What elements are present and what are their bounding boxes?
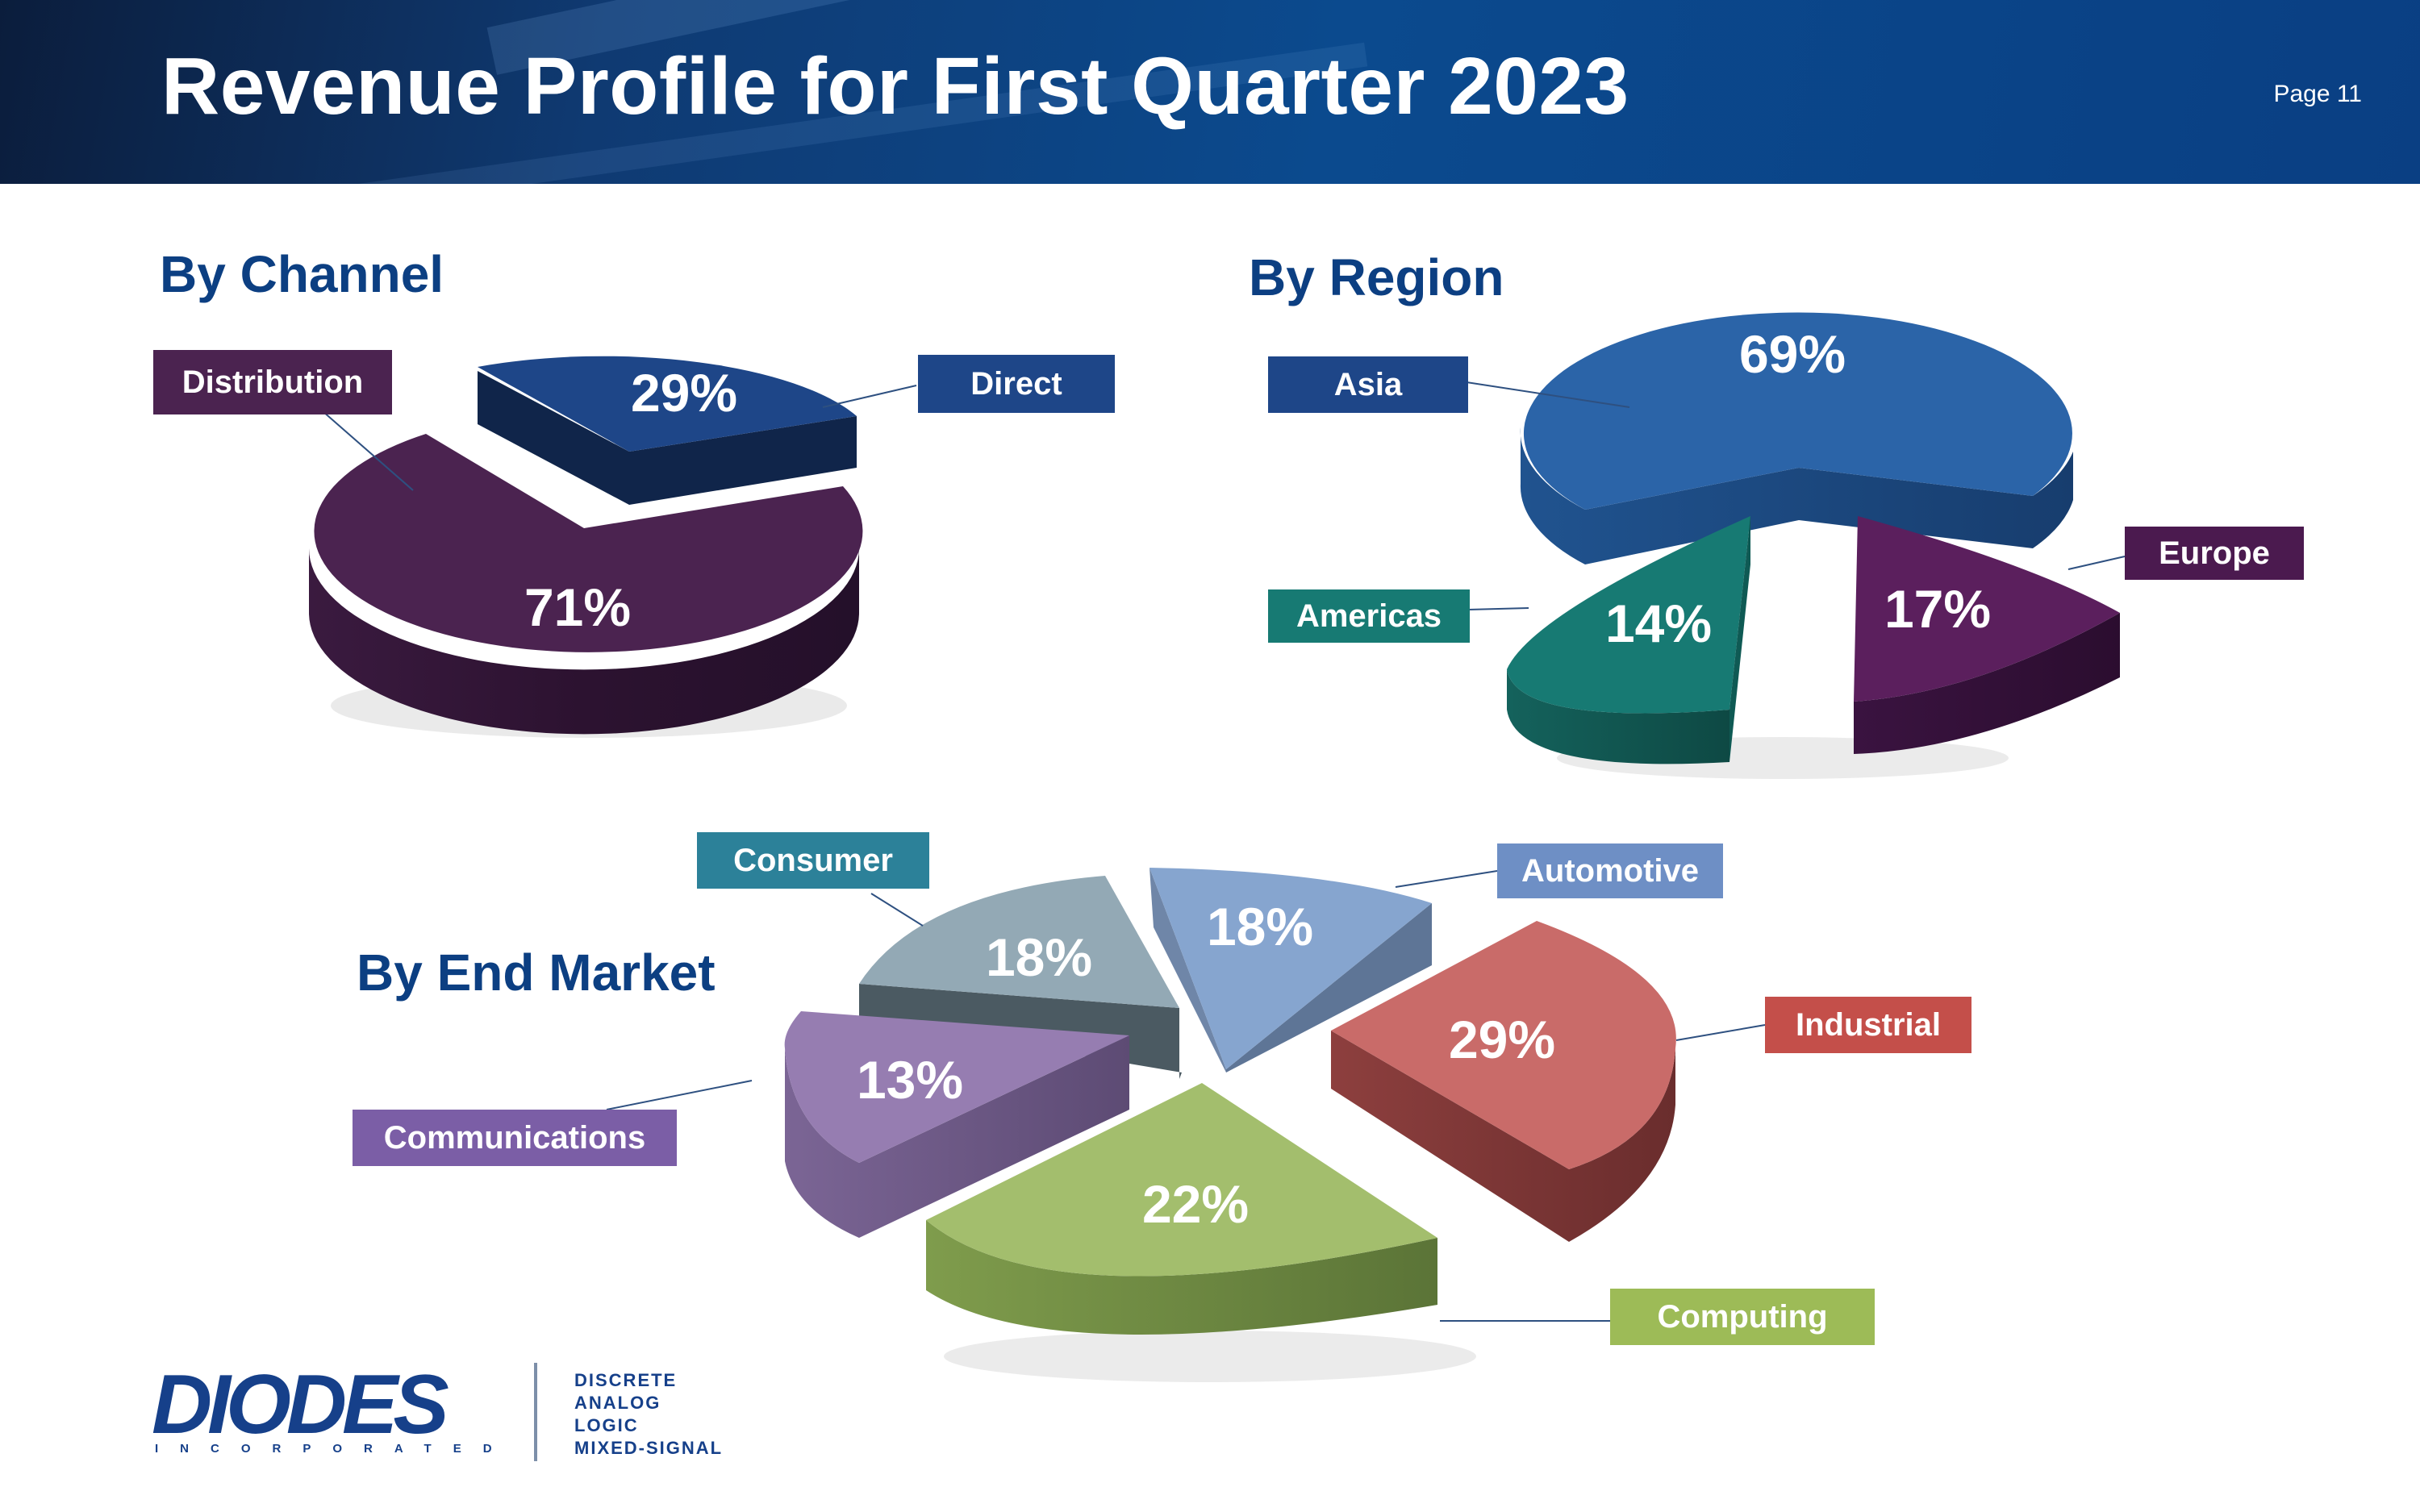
market-chart-title: By End Market xyxy=(357,943,716,1002)
pie-label-americas: 14% xyxy=(1605,594,1712,653)
region-pie xyxy=(1507,312,2120,764)
pie-slice-americas xyxy=(1507,516,1750,714)
pie-slice-computing xyxy=(926,1083,1437,1277)
leader-line-communications xyxy=(606,1080,753,1110)
pie-label-computing: 22% xyxy=(1142,1174,1249,1234)
pie-slice-distribution-side xyxy=(309,548,859,735)
logo-tagline: DISCRETE ANALOG LOGIC MIXED-SIGNAL xyxy=(574,1369,723,1460)
pie-label-automotive: 18% xyxy=(1207,897,1313,956)
market-pie xyxy=(784,868,1676,1335)
leader-line-americas xyxy=(1467,607,1529,610)
leader-line-automotive xyxy=(1395,870,1498,888)
pie-slice-consumer xyxy=(859,876,1179,1008)
channel-pie xyxy=(309,356,863,735)
label-direct: Direct xyxy=(918,355,1115,413)
pie-label-asia: 69% xyxy=(1739,324,1846,384)
header-banner: Revenue Profile for First Quarter 2023 P… xyxy=(0,0,2420,184)
pie-label-communications: 13% xyxy=(857,1050,963,1110)
page-title: Revenue Profile for First Quarter 2023 xyxy=(161,41,1629,131)
channel-chart-title: By Channel xyxy=(160,245,444,303)
logo-wordmark: DIODES xyxy=(152,1358,449,1452)
pie-shadow xyxy=(944,1331,1476,1382)
pie-slice-communications-side xyxy=(785,1035,1129,1238)
pie-slice-industrial xyxy=(1331,921,1676,1169)
diodes-logo: DIODES INCORPORATED xyxy=(152,1358,492,1460)
pie-slice-automotive-side xyxy=(1226,903,1432,1073)
pie-label-distribution: 71% xyxy=(524,577,631,637)
tagline-line: ANALOG xyxy=(574,1393,661,1413)
leader-line-direct xyxy=(822,385,917,408)
tagline-line: LOGIC xyxy=(574,1415,639,1435)
label-americas: Americas xyxy=(1268,589,1470,643)
tagline-line: DISCRETE xyxy=(574,1370,678,1390)
pie-slice-europe xyxy=(1854,516,2120,702)
pie-slice-industrial-side xyxy=(1331,1031,1675,1242)
label-automotive: Automotive xyxy=(1497,843,1723,898)
region-chart-title: By Region xyxy=(1249,248,1504,306)
leader-line-europe xyxy=(2067,556,2126,570)
page-number: Page 11 xyxy=(2273,81,2362,107)
label-europe: Europe xyxy=(2125,527,2304,580)
leader-line-distribution xyxy=(322,410,414,491)
pie-slice-direct-side xyxy=(478,371,857,505)
pie-slice-asia xyxy=(1523,312,2072,510)
leader-line-asia xyxy=(1466,381,1630,408)
leader-line-industrial xyxy=(1675,1024,1766,1041)
label-consumer: Consumer xyxy=(697,832,929,889)
label-distribution: Distribution xyxy=(153,350,392,414)
label-communications: Communications xyxy=(353,1110,677,1166)
label-industrial: Industrial xyxy=(1765,997,1971,1053)
pie-slice-asia-side xyxy=(1520,427,2073,564)
logo-subtitle: INCORPORATED xyxy=(155,1442,514,1456)
pie-slice-distribution xyxy=(314,434,863,652)
pie-label-industrial: 29% xyxy=(1449,1010,1555,1069)
pie-label-europe: 17% xyxy=(1884,579,1991,639)
pie-slice-automotive-edge xyxy=(1150,868,1226,1073)
pie-slice-americas-edge xyxy=(1729,516,1750,762)
leader-line-consumer xyxy=(870,893,924,927)
pie-label-direct: 29% xyxy=(631,363,737,423)
label-asia: Asia xyxy=(1268,356,1468,413)
pie-slice-communications xyxy=(784,1011,1129,1163)
pie-slice-computing-side xyxy=(926,1220,1437,1335)
pie-slice-europe-side xyxy=(1854,613,2120,754)
pie-label-consumer: 18% xyxy=(986,927,1092,987)
tagline-line: MIXED-SIGNAL xyxy=(574,1438,724,1458)
pie-slice-automotive xyxy=(1150,868,1432,1069)
pie-slice-direct xyxy=(478,356,857,452)
pie-slice-americas-side xyxy=(1507,669,1729,764)
logo-divider xyxy=(534,1363,537,1461)
label-computing: Computing xyxy=(1610,1289,1875,1345)
